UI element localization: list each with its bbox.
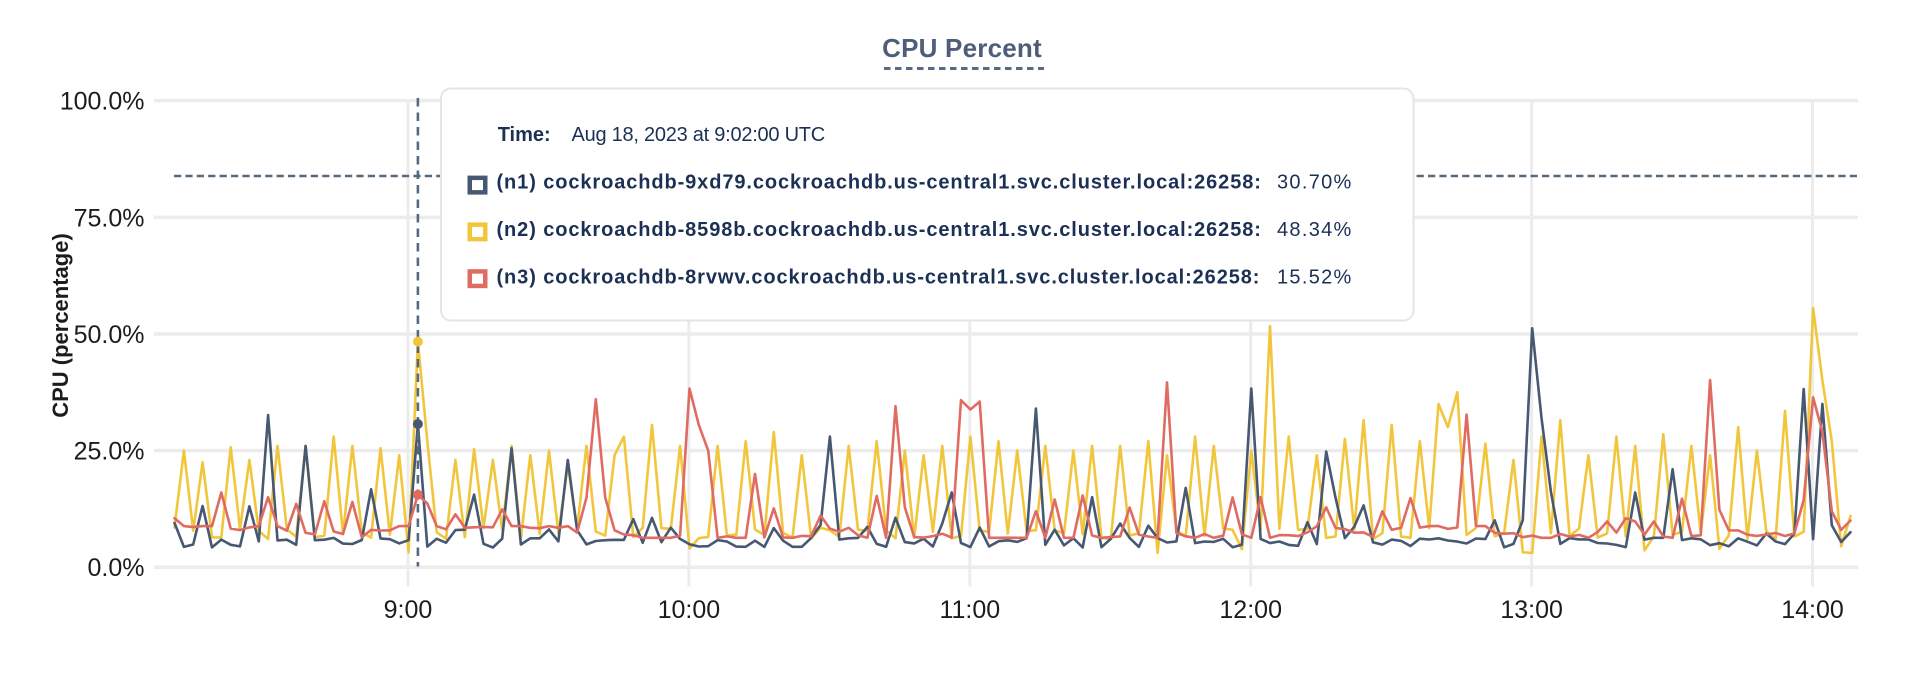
svg-text:CPU (percentage): CPU (percentage) (48, 233, 73, 418)
svg-text:10:00: 10:00 (658, 596, 721, 624)
svg-text:(n1) cockroachdb-9xd79.cockroa: (n1) cockroachdb-9xd79.cockroachdb.us-ce… (497, 172, 1262, 194)
svg-text:Aug 18, 2023 at 9:02:00 UTC: Aug 18, 2023 at 9:02:00 UTC (572, 124, 825, 146)
svg-text:48.34%: 48.34% (1277, 219, 1353, 241)
svg-text:9:00: 9:00 (384, 596, 433, 624)
svg-text:50.0%: 50.0% (74, 321, 145, 349)
svg-text:11:00: 11:00 (939, 596, 1000, 624)
svg-text:0.0%: 0.0% (88, 554, 145, 582)
svg-text:(n3) cockroachdb-8rvwv.cockroa: (n3) cockroachdb-8rvwv.cockroachdb.us-ce… (497, 267, 1261, 289)
svg-text:12:00: 12:00 (1219, 596, 1282, 624)
svg-text:25.0%: 25.0% (74, 438, 145, 466)
svg-text:30.70%: 30.70% (1277, 172, 1353, 194)
svg-text:Time:: Time: (498, 124, 551, 146)
svg-text:13:00: 13:00 (1500, 596, 1563, 624)
svg-text:75.0%: 75.0% (74, 204, 145, 232)
svg-text:14:00: 14:00 (1781, 596, 1844, 624)
svg-text:100.0%: 100.0% (60, 88, 145, 116)
svg-text:15.52%: 15.52% (1277, 267, 1353, 289)
svg-text:(n2) cockroachdb-8598b.cockroa: (n2) cockroachdb-8598b.cockroachdb.us-ce… (497, 219, 1262, 241)
